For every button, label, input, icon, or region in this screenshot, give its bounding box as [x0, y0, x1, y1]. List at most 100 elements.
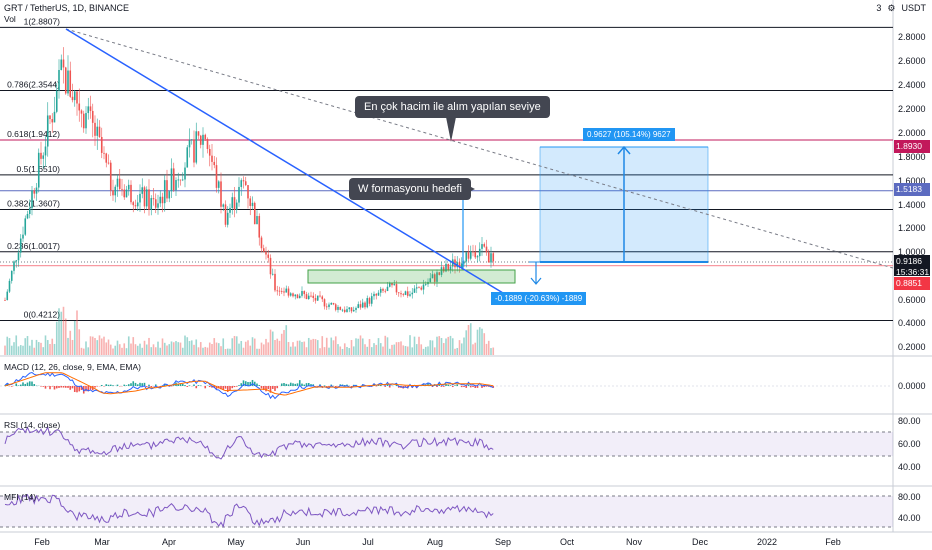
candle-body	[211, 155, 213, 162]
candle-body	[132, 202, 135, 206]
volume-bar	[303, 341, 306, 355]
volume-bar	[319, 348, 321, 355]
price-tag-current: 0.9186 15:36:31	[894, 255, 930, 277]
candle-body	[278, 290, 281, 292]
volume-label[interactable]: Vol	[4, 14, 16, 24]
candle-body	[341, 309, 344, 311]
volume-bar	[393, 344, 396, 355]
support-zone-box[interactable]	[307, 269, 516, 284]
volume-bar	[368, 339, 371, 355]
time-tick: Jun	[296, 537, 311, 547]
volume-bar	[262, 344, 265, 355]
macd-histogram-bar	[145, 386, 148, 387]
volume-bar	[157, 341, 159, 355]
price-tick: 1.2000	[898, 223, 926, 233]
volume-bar	[451, 338, 454, 355]
macd-histogram-bar	[17, 385, 20, 386]
candle-body	[337, 306, 339, 310]
volume-bar	[62, 306, 65, 355]
price-axis[interactable]: 2.8000 2.6000 2.4000 2.2000 2.0000 1.8000 1.60…	[898, 32, 926, 352]
mfi-title[interactable]: MFI (14)	[4, 492, 36, 502]
volume-bar	[40, 342, 42, 355]
volume-bar	[80, 347, 83, 355]
candle-body	[179, 179, 182, 181]
candle-body	[379, 288, 382, 293]
volume-bar	[98, 335, 101, 355]
macd-histogram-bar	[80, 386, 83, 390]
volume-bar	[67, 337, 69, 355]
candle-body	[208, 148, 211, 156]
time-axis[interactable]: Feb Mar Apr May Jun Jul Aug Sep Oct Nov Dec 2022 Feb	[34, 537, 841, 547]
macd-histogram-bar	[87, 386, 90, 392]
macd-histogram-bar	[112, 385, 114, 386]
volume-bar	[148, 337, 150, 355]
candle-body	[96, 126, 99, 136]
callout-w-pattern[interactable]: W formasyonu hedefi	[349, 178, 471, 200]
macd-title[interactable]: MACD (12, 26, close, 9, EMA, EMA)	[4, 362, 141, 372]
rsi-title[interactable]: RSI (14, close)	[4, 420, 60, 430]
volume-bar	[130, 343, 132, 355]
volume-bar	[285, 325, 288, 355]
volume-bar	[132, 337, 135, 355]
candle-body	[487, 252, 490, 263]
descending-trendline[interactable]	[65, 28, 504, 294]
macd-histogram-bar	[125, 385, 128, 386]
volume-bar	[447, 336, 450, 355]
candle-body	[301, 291, 303, 296]
callout-volume-level[interactable]: En çok hacim ile alım yapılan seviye	[355, 96, 550, 118]
macd-histogram-bar	[269, 386, 272, 393]
macd-histogram-bar	[58, 386, 60, 388]
fib-level-label: 0.786(2.3544)	[7, 79, 60, 89]
macd-histogram-bar	[132, 381, 135, 386]
candle-body	[285, 288, 288, 293]
volume-bar	[154, 347, 157, 355]
macd-histogram-bar	[204, 386, 207, 389]
macd-histogram-bar	[139, 382, 141, 386]
candle-body	[35, 187, 38, 194]
volume-bar	[346, 346, 348, 355]
volume-bar	[269, 329, 272, 355]
macd-histogram-bar	[31, 381, 33, 386]
candle-body	[58, 69, 60, 91]
candle-body	[267, 254, 270, 258]
mfi-band	[0, 496, 893, 527]
symbol-title[interactable]: GRT / TetherUS, 1D, BINANCE	[4, 3, 129, 13]
candle-body	[40, 152, 42, 159]
macd-histogram-bar	[240, 383, 243, 386]
candle-body	[490, 253, 492, 263]
volume-bar	[384, 335, 387, 355]
volume-bar	[96, 340, 99, 355]
macd-histogram-bar	[51, 386, 54, 387]
volume-bar	[330, 337, 333, 355]
candle-body	[442, 267, 445, 272]
time-tick: 2022	[757, 537, 777, 547]
volume-bar	[294, 346, 297, 355]
macd-histogram-bar	[301, 383, 303, 386]
scale-toggle[interactable]: 3	[876, 3, 882, 13]
volume-bar	[73, 320, 76, 355]
fibonacci-retracement[interactable]: 1(2.8807)0.786(2.3544)0.618(1.9412)0.5(1…	[0, 16, 893, 322]
target-arrow-head	[617, 145, 631, 155]
candle-body	[51, 119, 54, 123]
macd-histogram-bar	[177, 384, 180, 386]
macd-histogram-bar	[463, 386, 465, 388]
volume-bar	[301, 341, 303, 355]
macd-histogram-bar	[472, 386, 474, 388]
long-dashed-trendline[interactable]	[65, 28, 894, 269]
volume-bar	[184, 335, 186, 355]
volume-bar	[26, 336, 29, 355]
volume-bar	[467, 325, 470, 355]
volume-bar	[188, 341, 191, 355]
candle-body	[213, 161, 216, 166]
currency-label[interactable]: USDT	[901, 3, 927, 13]
macd-histogram-bar	[294, 383, 297, 386]
candle-body	[159, 196, 162, 204]
candle-body	[280, 291, 283, 293]
candle-body	[118, 178, 121, 189]
candle-body	[202, 134, 204, 145]
time-tick: Mar	[94, 537, 110, 547]
macd-histogram-bar	[469, 386, 472, 388]
gear-icon[interactable]: ⚙	[887, 3, 896, 13]
volume-bar	[400, 341, 402, 355]
